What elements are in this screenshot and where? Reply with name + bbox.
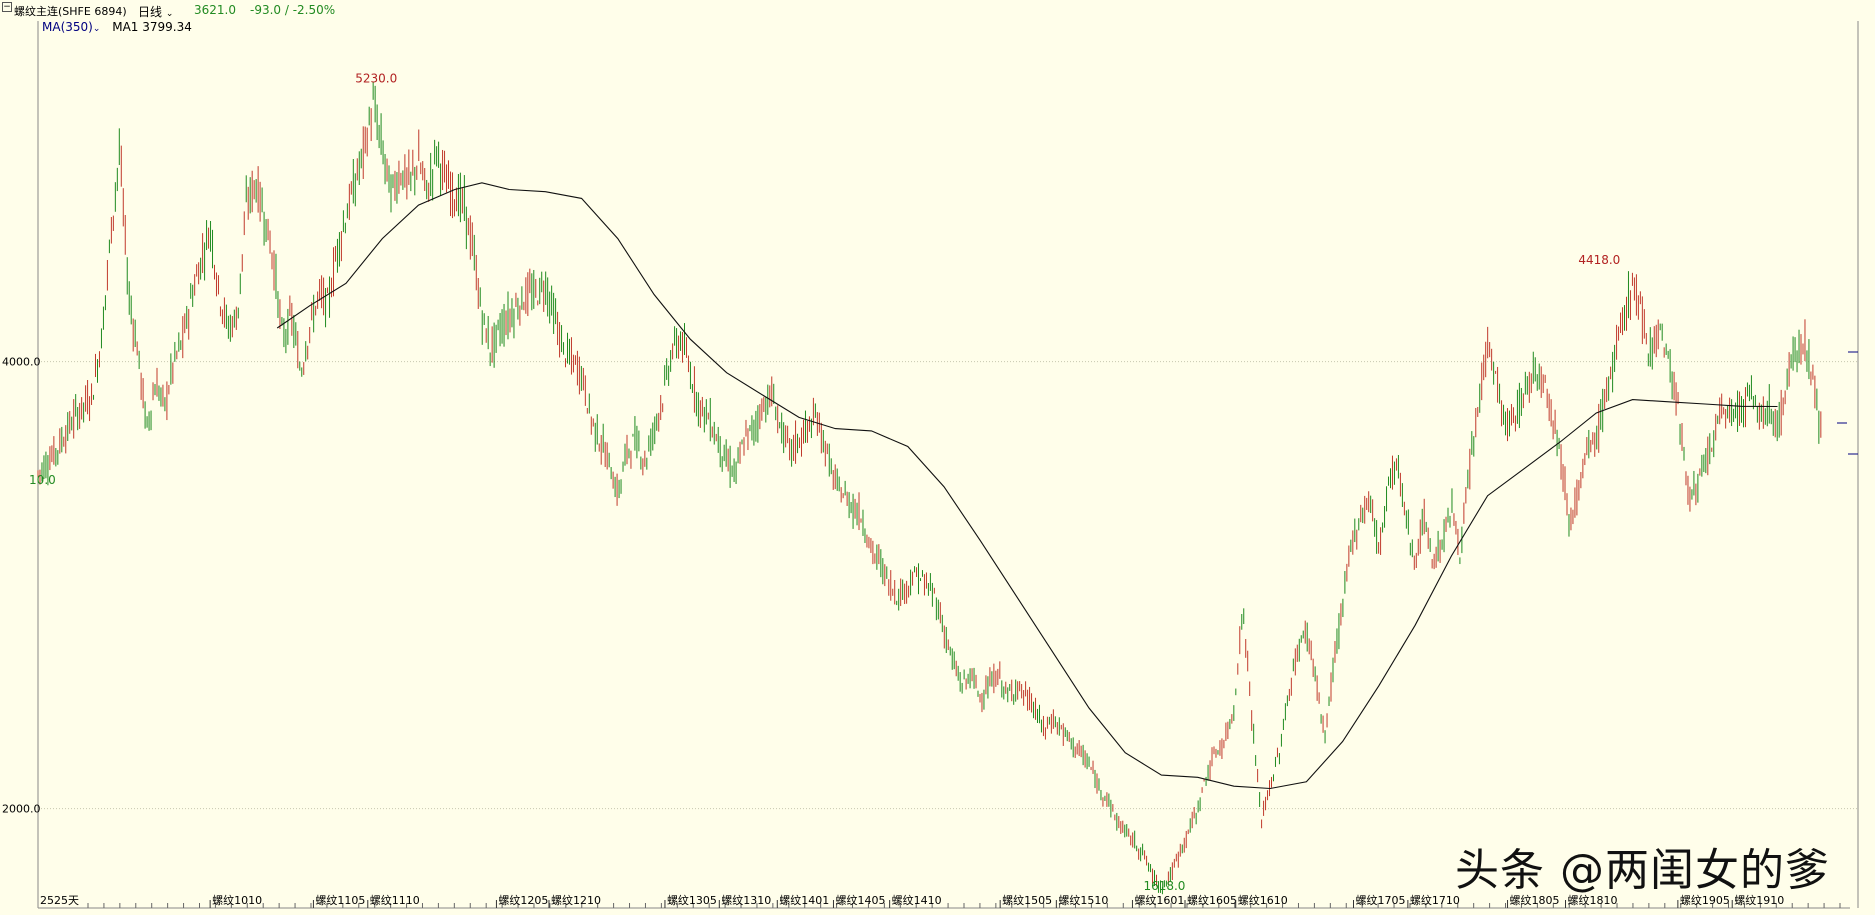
x-tick-label: 螺纹1710	[1410, 893, 1460, 907]
x-tick-label: 螺纹1505	[1002, 893, 1052, 907]
x-tick-label: 螺纹1401	[779, 893, 829, 907]
annotations: 5230.0 4418.0 10.0 1618.0	[29, 72, 1620, 893]
x-tick-label: 螺纹1105	[315, 893, 365, 907]
y-tick-label: 2000.0	[2, 803, 41, 816]
price-annotation: 10.0	[29, 473, 56, 487]
price-annotation: 4418.0	[1578, 253, 1620, 267]
x-axis: 螺纹1010 螺纹1105 螺纹1110 螺纹1205 螺纹1210 螺纹1305 螺纹13…	[87, 893, 1841, 908]
indicator-bar: MA(350)⌄ MA1 3799.34	[42, 20, 200, 34]
y-axis: 4000.0 2000.0	[2, 356, 41, 816]
x-tick-label: 螺纹1810	[1568, 893, 1618, 907]
grid-lines	[38, 361, 1858, 810]
x-tick-label: 螺纹1610	[1238, 893, 1288, 907]
x-tick-label: 螺纹1310	[721, 893, 771, 907]
x-tick-label: 螺纹1205	[498, 893, 548, 907]
x-tick-label: 螺纹1605	[1187, 893, 1237, 907]
x-tick-label: 螺纹1210	[551, 893, 601, 907]
candles	[37, 81, 1822, 895]
period-dropdown[interactable]: 日线 ⌄	[138, 3, 173, 20]
x-tick-label: 螺纹1805	[1510, 893, 1560, 907]
indicator-name[interactable]: MA(350)	[42, 20, 93, 34]
chevron-down-icon[interactable]: ⌄	[92, 24, 101, 34]
period-label: 日线	[138, 5, 163, 19]
last-price: 3621.0	[194, 3, 236, 17]
ma-line	[276, 182, 1778, 790]
chevron-down-icon: ⌄	[165, 9, 174, 19]
day-count: 2525天	[40, 894, 79, 907]
ma350-line	[276, 182, 1778, 790]
y-tick-label: 4000.0	[2, 356, 41, 369]
header-bar: − 螺纹主连(SHFE 6894) 日线 ⌄ 3621.0 -93.0 / -2…	[0, 0, 1875, 20]
watermark: 头条 @两闺女的爹	[1455, 845, 1830, 896]
minus-box-icon[interactable]: −	[2, 2, 12, 12]
x-tick-label: 螺纹1110	[370, 893, 420, 907]
chart-frame	[37, 21, 1859, 909]
x-tick-label: 螺纹1010	[212, 893, 262, 907]
x-tick-label: 螺纹1305	[667, 893, 717, 907]
x-tick-label: 螺纹1910	[1734, 893, 1784, 907]
x-tick-label: 螺纹1410	[892, 893, 942, 907]
x-tick-label: 螺纹1705	[1356, 893, 1406, 907]
price-annotation: 5230.0	[355, 72, 397, 86]
price-annotation: 1618.0	[1143, 879, 1185, 893]
symbol-title[interactable]: 螺纹主连(SHFE 6894)	[14, 5, 127, 18]
price-change: -93.0 / -2.50%	[250, 3, 336, 17]
ma-value: MA1 3799.34	[112, 20, 192, 34]
x-tick-label: 螺纹1905	[1680, 893, 1730, 907]
x-tick-label: 螺纹1405	[835, 893, 885, 907]
x-tick-label: 螺纹1510	[1058, 893, 1108, 907]
x-tick-label: 螺纹1601	[1134, 893, 1184, 907]
